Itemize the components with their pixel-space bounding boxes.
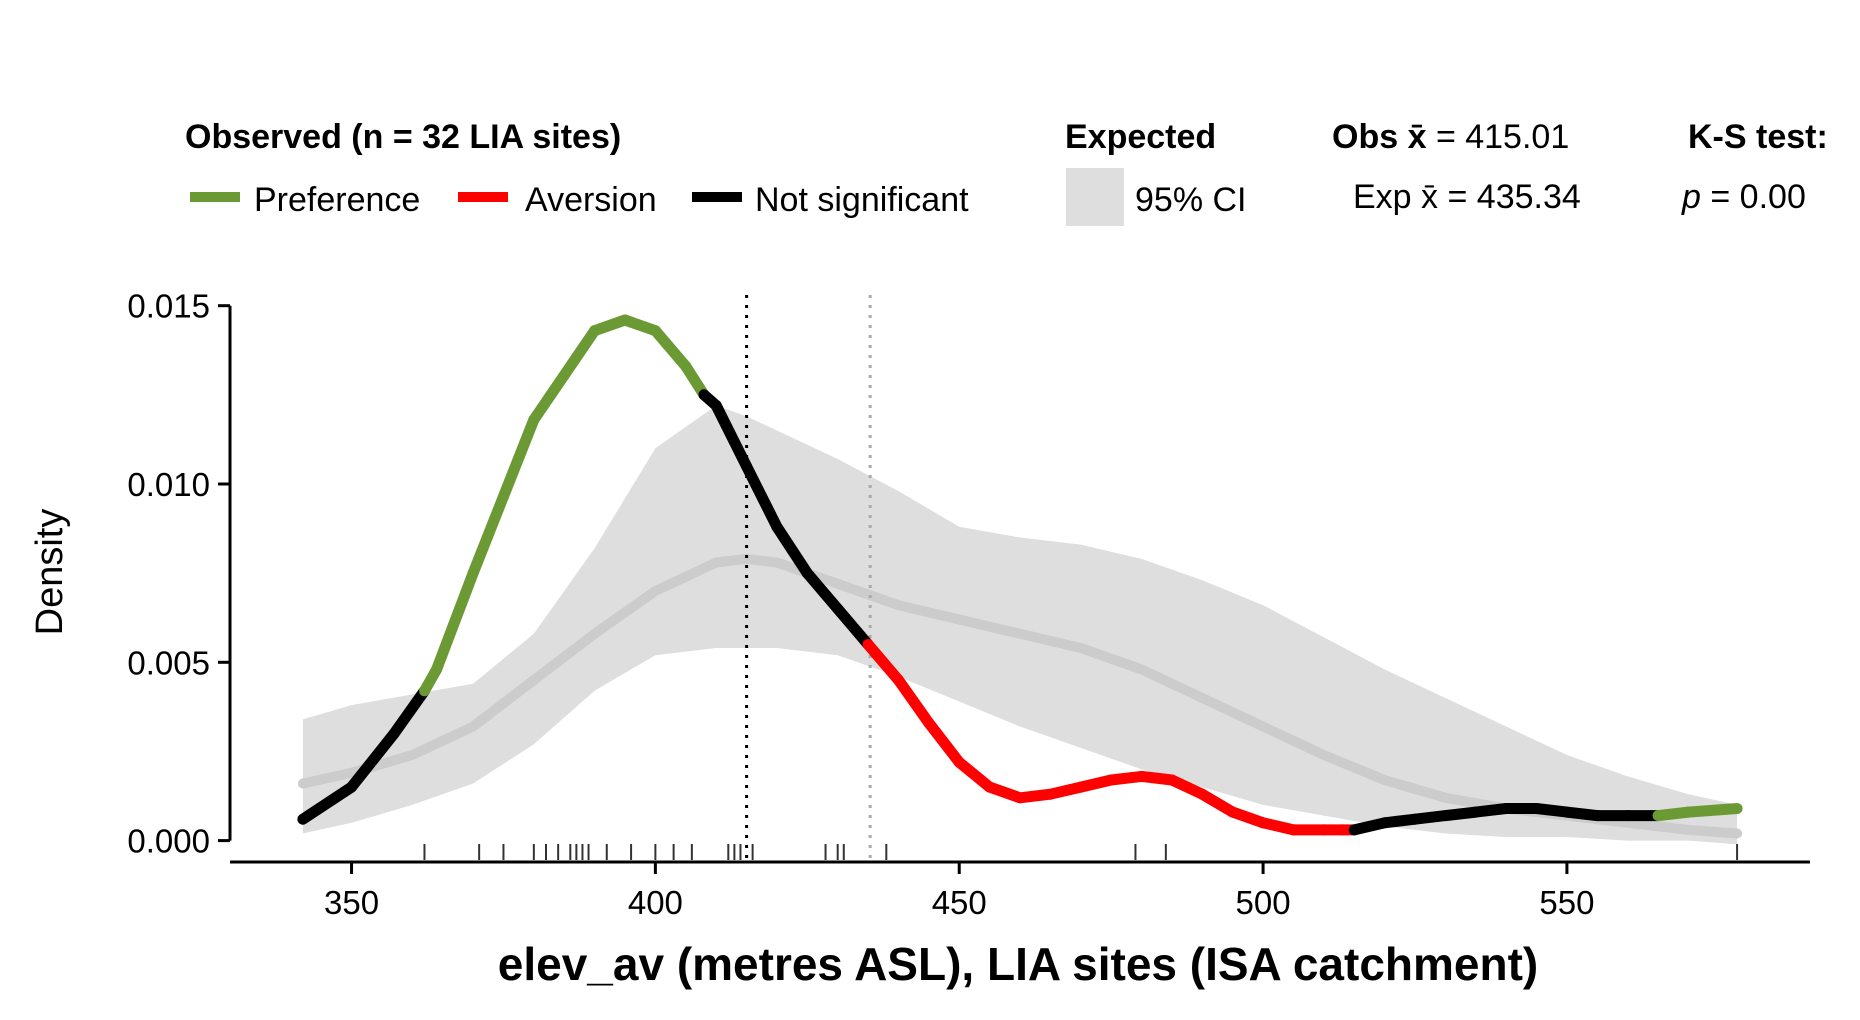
observed-density-segment bbox=[1166, 774, 1208, 800]
observed-density-segment bbox=[893, 674, 935, 729]
x-axis-label: elev_av (metres ASL), LIA sites (ISA cat… bbox=[498, 938, 1538, 990]
legend-aversion-label: Aversion bbox=[525, 181, 657, 219]
y-axis-label: Density bbox=[29, 509, 71, 636]
observed-density-segment bbox=[801, 567, 844, 615]
x-tick-label: 550 bbox=[1539, 884, 1594, 921]
x-tick-label: 400 bbox=[628, 884, 683, 921]
legend-expected-title: Expected bbox=[1065, 118, 1216, 156]
legend-not-significant-swatch bbox=[692, 192, 742, 202]
x-tick-label: 450 bbox=[932, 884, 987, 921]
ks-p-value: = 0.00 bbox=[1710, 178, 1805, 216]
legend: Observed (n = 32 LIA sites) Preference A… bbox=[185, 118, 1828, 226]
exp-mean-label: Exp x̄ = 435.34 bbox=[1353, 178, 1581, 216]
observed-density-segment bbox=[346, 728, 400, 793]
rug-layer bbox=[423, 844, 1739, 860]
obs-mean-label: Obs x̄ = 415.01 bbox=[1332, 118, 1569, 156]
observed-density-segment bbox=[832, 603, 874, 650]
x-tick-label: 500 bbox=[1236, 884, 1291, 921]
observed-density-segment bbox=[1683, 803, 1743, 818]
legend-aversion-swatch bbox=[458, 192, 508, 202]
legend-observed-title: Observed (n = 32 LIA sites) bbox=[185, 118, 621, 156]
y-tick-label: 0.015 bbox=[127, 288, 210, 325]
x-tick-label: 350 bbox=[324, 884, 379, 921]
exp-mean-value: = 435.34 bbox=[1448, 178, 1581, 216]
ks-test-title: K-S test: bbox=[1688, 118, 1828, 156]
ci-band-layer bbox=[302, 405, 1738, 845]
mean-lines-layer bbox=[745, 295, 872, 862]
observed-density-segment bbox=[297, 781, 357, 825]
y-tick-label: 0.005 bbox=[127, 644, 210, 681]
legend-not-significant-label: Not significant bbox=[755, 181, 969, 219]
observed-density-segment bbox=[771, 521, 813, 579]
observed-density-segment bbox=[467, 414, 540, 579]
observed-density-segment bbox=[710, 400, 752, 472]
legend-preference-swatch bbox=[190, 192, 240, 202]
y-tick-label: 0.000 bbox=[127, 823, 210, 860]
ks-p-symbol: p bbox=[1681, 178, 1701, 216]
ci-band bbox=[302, 405, 1738, 845]
obs-mean-value: = 415.01 bbox=[1436, 118, 1569, 156]
observed-density-segment bbox=[388, 685, 430, 740]
exp-mean-prefix: Exp x̄ bbox=[1353, 178, 1438, 216]
y-tick-label: 0.010 bbox=[127, 466, 210, 503]
observed-density-segment bbox=[862, 639, 904, 686]
legend-ci-label: 95% CI bbox=[1135, 181, 1247, 219]
observed-density-segment bbox=[741, 460, 783, 533]
observed-density-segment bbox=[1196, 788, 1239, 818]
observed-line-layer bbox=[297, 314, 1743, 836]
observed-density-segment bbox=[953, 756, 996, 793]
observed-density-segment bbox=[528, 325, 601, 426]
axes-layer: 0.000 0.005 0.010 0.015 350 400 450 500 550 bbox=[127, 288, 1810, 921]
observed-density-segment bbox=[680, 360, 710, 401]
legend-ci-swatch bbox=[1066, 168, 1124, 226]
legend-preference-label: Preference bbox=[254, 181, 420, 219]
obs-mean-prefix: Obs x̄ bbox=[1332, 118, 1427, 156]
observed-density-segment bbox=[431, 567, 479, 675]
observed-density-segment bbox=[649, 325, 692, 372]
observed-density-segment bbox=[923, 717, 965, 768]
ks-test-p: p = 0.00 bbox=[1681, 178, 1806, 216]
